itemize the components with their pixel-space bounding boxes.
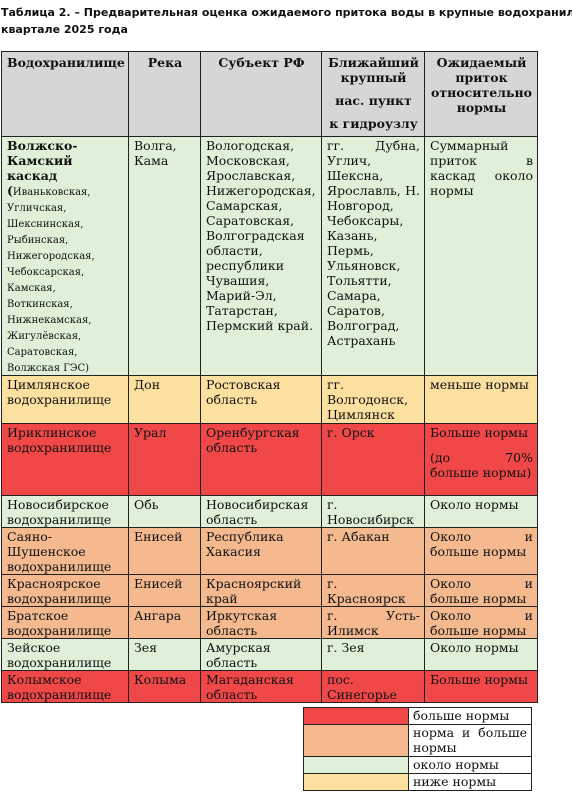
header-reservoir: Водохранилище (1, 51, 129, 137)
legend-row-about: около нормы (303, 756, 532, 774)
table-row: Волжско-Камский каскад (Иваньковская, Уг… (1, 136, 538, 376)
table-row: Братское водохранилище Ангара Иркутская … (1, 606, 538, 639)
table-caption: Таблица 2. – Предварительная оценка ожид… (1, 4, 572, 38)
legend-label-norm-and-above: норма и больше нормы (408, 724, 532, 757)
subject-cell: Оренбургская область (200, 423, 322, 496)
table-header-row: Водохранилище Река Субъект РФ Ближайший … (1, 51, 538, 137)
reservoir-cell: Ириклинское водохранилище (1, 423, 129, 496)
reservoir-cell: Братское водохранилище (1, 606, 129, 639)
river-cell: Волга, Кама (128, 136, 201, 376)
city-cell: г. Орск (321, 423, 425, 496)
table-row: Саяно-Шушенское водохранилище Енисей Рес… (1, 527, 538, 575)
reservoir-cell: Волжско-Камский каскад (Иваньковская, Уг… (1, 136, 129, 376)
river-cell: Зея (128, 638, 201, 671)
caption-line-2: квартале 2025 года (1, 23, 128, 36)
subject-cell: Республика Хакасия (200, 527, 322, 575)
inflow-note: (до 70% больше нормы) (430, 450, 533, 480)
river-cell: Обь (128, 495, 201, 528)
inflow-cell: Около нормы (424, 638, 538, 671)
city-cell: гг. Дубна, Углич, Шексна, Ярославль, Н. … (321, 136, 425, 376)
subject-cell: Красноярский край (200, 574, 322, 607)
city-cell: пос. Синегорье (321, 670, 425, 703)
inflow-cell: Около и больше нормы (424, 527, 538, 575)
inflow-cell: Суммарный приток в каскад около нормы (424, 136, 538, 376)
reservoir-cell: Красноярское водохранилище (1, 574, 129, 607)
table-row: Красноярское водохранилище Енисей Красно… (1, 574, 538, 607)
reservoir-cell: Зейское водохранилище (1, 638, 129, 671)
legend-row-above: больше нормы (303, 707, 532, 725)
subject-cell: Амурская область (200, 638, 322, 671)
city-cell: г. Новосибирск (321, 495, 425, 528)
header-city-line-3: к гидроузлу (329, 116, 418, 131)
legend-row-below: ниже нормы (303, 773, 532, 791)
header-city-line-2: нас. пункт (335, 93, 412, 108)
inflow-cell: Больше нормы (до 70% больше нормы) (424, 423, 538, 496)
reservoir-name-paren: ( (7, 183, 13, 198)
reservoir-cell: Саяно-Шушенское водохранилище (1, 527, 129, 575)
inflow-cell: Около и больше нормы (424, 574, 538, 607)
subject-cell: Иркутская область (200, 606, 322, 639)
inflow-cell: Около нормы (424, 495, 538, 528)
table-row: Зейское водохранилище Зея Амурская облас… (1, 638, 538, 671)
subject-cell: Новосибирская область (200, 495, 322, 528)
reservoir-cell: Новосибирское водохранилище (1, 495, 129, 528)
inflow-value: Больше нормы (430, 425, 528, 440)
header-subject: Субъект РФ (200, 51, 322, 137)
legend-label-below: ниже нормы (408, 773, 532, 791)
subject-cell: Магаданская область (200, 670, 322, 703)
inflow-cell: Больше нормы (424, 670, 538, 703)
inflow-cell: Около и больше нормы (424, 606, 538, 639)
legend-row-norm-and-above: норма и больше нормы (303, 724, 532, 757)
table-row: Ириклинское водохранилище Урал Оренбургс… (1, 423, 538, 496)
caption-line-1: Таблица 2. – Предварительная оценка ожид… (1, 6, 572, 19)
river-cell: Енисей (128, 527, 201, 575)
table-row: Цимлянское водохранилище Дон Ростовская … (1, 375, 538, 424)
city-cell: г. Зея (321, 638, 425, 671)
legend-swatch-norm-and-above (303, 724, 409, 757)
color-legend: больше нормы норма и больше нормы около … (303, 707, 532, 791)
table-row: Колымское водохранилище Колыма Магаданск… (1, 670, 538, 703)
header-city-line-1: Ближайший крупный (328, 55, 419, 85)
header-city: Ближайший крупный нас. пункт к гидроузлу (321, 51, 425, 137)
subject-cell: Вологодская, Московская, Ярославская, Ни… (200, 136, 322, 376)
header-river: Река (128, 51, 201, 137)
table-row: Новосибирское водохранилище Обь Новосиби… (1, 495, 538, 528)
river-cell: Дон (128, 375, 201, 424)
inflow-cell: меньше нормы (424, 375, 538, 424)
legend-label-above: больше нормы (408, 707, 532, 725)
reservoir-inflow-table: Водохранилище Река Субъект РФ Ближайший … (1, 51, 538, 703)
legend-swatch-below (303, 773, 409, 791)
legend-label-about: около нормы (408, 756, 532, 774)
city-cell: г. Красноярск (321, 574, 425, 607)
city-cell: гг. Волгодонск, Цимлянск (321, 375, 425, 424)
city-cell: г. Усть-Илимск (321, 606, 425, 639)
river-cell: Урал (128, 423, 201, 496)
river-cell: Ангара (128, 606, 201, 639)
reservoir-name: Волжско-Камский каскад (7, 138, 78, 183)
river-cell: Колыма (128, 670, 201, 703)
legend-swatch-above (303, 707, 409, 725)
reservoir-cell: Колымское водохранилище (1, 670, 129, 703)
reservoir-sublist: Иваньковская, Угличская, Шекснинская, Ры… (7, 187, 95, 374)
subject-cell: Ростовская область (200, 375, 322, 424)
legend-swatch-about (303, 756, 409, 774)
reservoir-cell: Цимлянское водохранилище (1, 375, 129, 424)
header-inflow: Ожидаемый приток относительно нормы (424, 51, 538, 137)
city-cell: г. Абакан (321, 527, 425, 575)
river-cell: Енисей (128, 574, 201, 607)
